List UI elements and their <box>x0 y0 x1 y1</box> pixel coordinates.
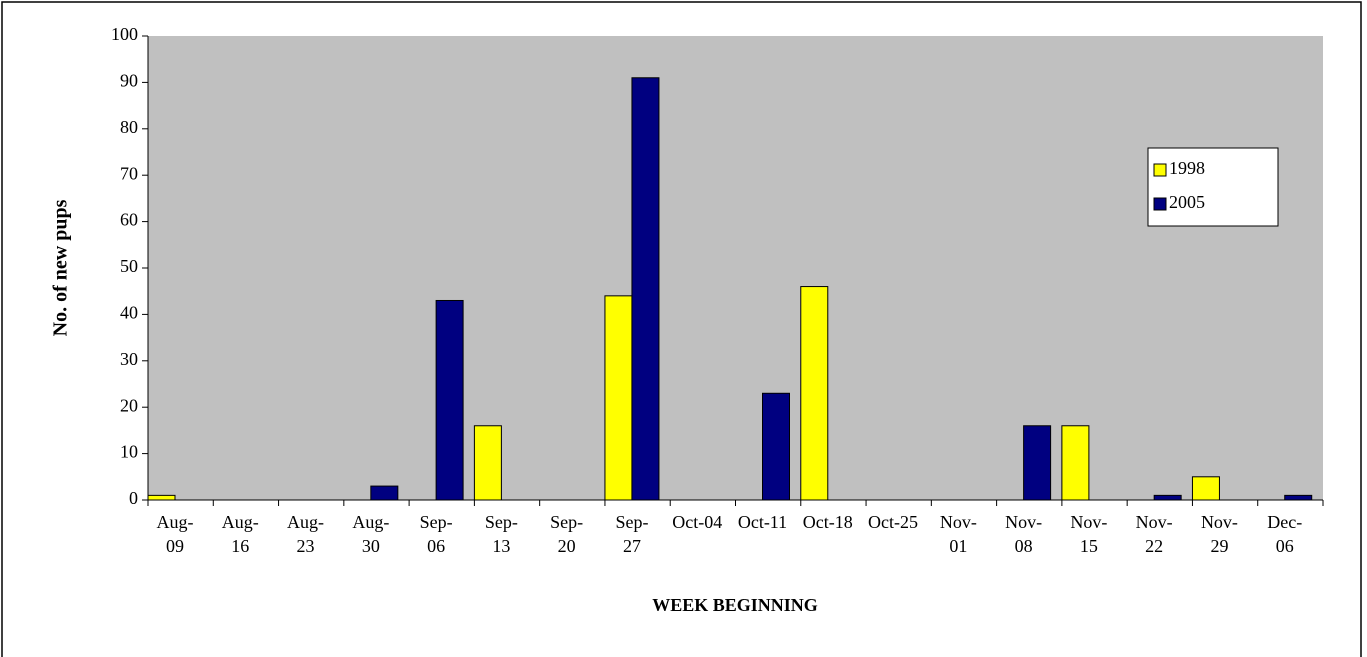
y-tick-label: 100 <box>111 24 138 44</box>
y-tick-label: 80 <box>120 117 138 137</box>
y-tick-label: 10 <box>120 442 138 462</box>
x-tick-label: Oct-11 <box>737 512 788 532</box>
bar <box>1153 494 1182 501</box>
legend-swatch <box>1153 197 1167 211</box>
x-tick-label: Oct-18 <box>802 512 853 532</box>
x-tick-label: Sep-13 <box>484 512 518 556</box>
x-tick-label: Nov-08 <box>1005 512 1043 556</box>
x-tick-label: Sep-06 <box>419 512 453 556</box>
x-tick-label: Nov-15 <box>1070 512 1108 556</box>
bar <box>762 392 790 501</box>
y-tick-label: 60 <box>120 210 138 230</box>
x-tick-label: Nov-29 <box>1200 512 1238 556</box>
x-tick-label: Sep-27 <box>615 512 649 556</box>
x-tick-label: Aug-30 <box>352 512 390 556</box>
legend-swatch <box>1153 163 1167 177</box>
y-tick-label: 0 <box>129 488 138 508</box>
bar <box>1061 425 1090 501</box>
legend-label: 2005 <box>1169 192 1205 212</box>
x-tick-label: Dec-06 <box>1267 512 1303 556</box>
bar <box>473 425 502 501</box>
x-tick-label: Aug-23 <box>287 512 325 556</box>
bar <box>631 77 660 501</box>
y-axis-title: No. of new pups <box>50 199 72 336</box>
x-tick-label: Oct-25 <box>868 512 919 532</box>
bar <box>1023 425 1052 501</box>
bar <box>147 494 176 501</box>
bar <box>604 295 633 501</box>
y-tick-label: 20 <box>120 395 138 415</box>
legend-box <box>1147 147 1279 227</box>
y-tick-label: 90 <box>120 71 138 91</box>
y-tick-label: 30 <box>120 349 138 369</box>
bar <box>435 299 464 501</box>
legend-label: 1998 <box>1169 158 1205 178</box>
x-tick-label: Aug-09 <box>156 512 194 556</box>
y-tick-label: 50 <box>120 256 138 276</box>
bar <box>1284 494 1313 501</box>
y-tick-label: 40 <box>120 303 138 323</box>
bar <box>370 485 399 501</box>
y-tick-label: 70 <box>120 163 138 183</box>
x-tick-label: Nov-22 <box>1135 512 1173 556</box>
x-tick-label: Oct-04 <box>672 512 723 532</box>
x-tick-label: Sep-20 <box>550 512 584 556</box>
bar <box>1191 476 1220 501</box>
x-tick-label: Aug-16 <box>221 512 259 556</box>
x-axis-title: WEEK BEGINNING <box>652 595 818 615</box>
x-tick-label: Nov-01 <box>939 512 977 556</box>
bar <box>800 286 829 501</box>
plot-area <box>148 36 1323 500</box>
